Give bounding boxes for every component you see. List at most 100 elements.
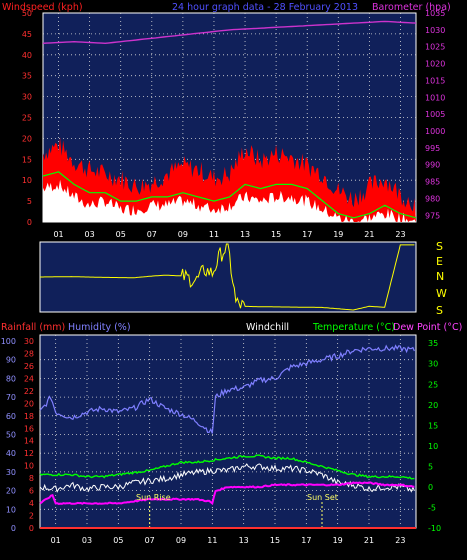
rainfall-tick-label: 4 xyxy=(29,499,34,508)
windchill-axis-title: Windchill xyxy=(246,322,289,333)
barometer-tick-label: 980 xyxy=(425,194,440,203)
temp-x-tick-label: 15 xyxy=(270,536,280,545)
direction-letter-4: W xyxy=(436,287,447,300)
rainfall-tick-label: 14 xyxy=(24,437,34,446)
barometer-tick-label: 1030 xyxy=(425,26,445,35)
rainfall-tick-label: 16 xyxy=(24,424,34,433)
windspeed-tick-label: 35 xyxy=(22,72,32,81)
temp-x-tick-label: 13 xyxy=(239,536,249,545)
temperature-tick-label: 35 xyxy=(428,339,438,348)
wind-x-tick-label: 05 xyxy=(116,230,126,239)
humidity-tick-label: 100 xyxy=(1,337,16,346)
temperature-tick-label: -5 xyxy=(428,503,436,512)
windspeed-tick-label: 10 xyxy=(22,176,32,185)
barometer-tick-label: 1000 xyxy=(425,127,445,136)
rainfall-tick-label: 8 xyxy=(29,474,34,483)
rainfall-tick-label: 26 xyxy=(24,362,34,371)
dewpoint-line xyxy=(39,481,415,506)
temp-x-tick-label: 09 xyxy=(176,536,186,545)
windspeed-tick-label: 50 xyxy=(22,9,32,18)
barometer-tick-label: 1020 xyxy=(425,60,445,69)
barometer-tick-label: 1035 xyxy=(425,9,445,18)
temperature-tick-label: 20 xyxy=(428,401,438,410)
sunrise-label: Sun Rise xyxy=(136,493,171,502)
rainfall-tick-label: 0 xyxy=(29,524,34,533)
rainfall-tick-label: 20 xyxy=(24,399,34,408)
temp-x-tick-label: 21 xyxy=(364,536,374,545)
temperature-tick-label: 30 xyxy=(428,360,438,369)
humidity-tick-label: 30 xyxy=(6,468,16,477)
wind-x-tick-label: 09 xyxy=(178,230,188,239)
direction-letter-2: E xyxy=(436,255,443,268)
rainfall-tick-label: 24 xyxy=(24,374,34,383)
windspeed-tick-label: 40 xyxy=(22,51,32,60)
direction-letter-5: S xyxy=(436,304,443,317)
humidity-tick-label: 80 xyxy=(6,374,16,383)
temp-x-tick-label: 05 xyxy=(113,536,123,545)
rainfall-tick-label: 2 xyxy=(29,512,34,521)
humidity-tick-label: 10 xyxy=(6,505,16,514)
temperature-tick-label: 15 xyxy=(428,421,438,430)
barometer-tick-label: 995 xyxy=(425,144,440,153)
rainfall-tick-label: 30 xyxy=(24,337,34,346)
direction-letter-1: S xyxy=(436,240,443,253)
windspeed-tick-label: 25 xyxy=(22,114,32,123)
axis-labels: 0510152025303540455097598098599099510001… xyxy=(1,9,446,545)
direction-plot-area xyxy=(39,241,417,313)
temp-x-tick-label: 07 xyxy=(145,536,155,545)
humidity-axis-title: Humidity (%) xyxy=(68,322,131,333)
chart-title: 24 hour graph data - 28 February 2013 xyxy=(172,2,358,13)
temp-x-tick-label: 17 xyxy=(301,536,311,545)
direction-letter-3: N xyxy=(436,270,444,283)
wind-x-tick-label: 23 xyxy=(395,230,405,239)
barometer-axis-title: Barometer (hpa) xyxy=(372,2,451,13)
wind-x-tick-label: 03 xyxy=(85,230,95,239)
wind-x-tick-label: 11 xyxy=(209,230,219,239)
humidity-tick-label: 40 xyxy=(6,449,16,458)
temperature-axis-title: Temperature (°C) xyxy=(312,322,395,333)
sunset-label: Sun Set xyxy=(307,493,338,502)
temp-x-tick-label: 11 xyxy=(207,536,217,545)
rainfall-tick-label: 10 xyxy=(24,462,34,471)
barometer-tick-label: 985 xyxy=(425,178,440,187)
wind-x-tick-label: 15 xyxy=(271,230,281,239)
windspeed-tick-label: 5 xyxy=(27,197,32,206)
windchill-line xyxy=(39,463,415,493)
temperature-tick-label: 0 xyxy=(428,483,433,492)
wind-lull-line xyxy=(42,171,417,219)
direction-legend: S E N W S xyxy=(436,240,447,317)
barometer-tick-label: 1015 xyxy=(425,76,445,85)
temp-x-tick-label: 23 xyxy=(395,536,405,545)
windspeed-tick-label: 15 xyxy=(22,155,32,164)
temperature-tick-label: 25 xyxy=(428,380,438,389)
humidity-tick-label: 60 xyxy=(6,412,16,421)
temperature-line xyxy=(39,454,415,480)
rainfall-tick-label: 22 xyxy=(24,387,34,396)
wind-direction-line xyxy=(40,243,415,311)
humidity-tick-label: 90 xyxy=(6,356,16,365)
windspeed-axis-title: Windspeed (kph) xyxy=(2,2,83,13)
humidity-line xyxy=(39,344,415,434)
wind-x-tick-label: 21 xyxy=(364,230,374,239)
wind-x-tick-label: 19 xyxy=(333,230,343,239)
wind-x-tick-label: 13 xyxy=(240,230,250,239)
temp-x-tick-label: 01 xyxy=(51,536,61,545)
dewpoint-axis-title: Dew Point (°C) xyxy=(393,322,462,333)
windspeed-tick-label: 45 xyxy=(22,30,32,39)
wind-average-area xyxy=(43,179,416,222)
windspeed-tick-label: 20 xyxy=(22,134,32,143)
wind-x-tick-label: 07 xyxy=(147,230,157,239)
rainfall-tick-label: 28 xyxy=(24,349,34,358)
data-marks xyxy=(39,20,417,529)
humidity-tick-label: 50 xyxy=(6,431,16,440)
barometer-line xyxy=(42,20,417,45)
temperature-tick-label: 10 xyxy=(428,442,438,451)
temp-x-tick-label: 19 xyxy=(333,536,343,545)
barometer-tick-label: 1010 xyxy=(425,93,445,102)
rainfall-tick-label: 12 xyxy=(24,449,34,458)
wind-x-tick-label: 01 xyxy=(53,230,63,239)
windspeed-tick-label: 0 xyxy=(27,218,32,227)
barometer-tick-label: 1025 xyxy=(425,43,445,52)
